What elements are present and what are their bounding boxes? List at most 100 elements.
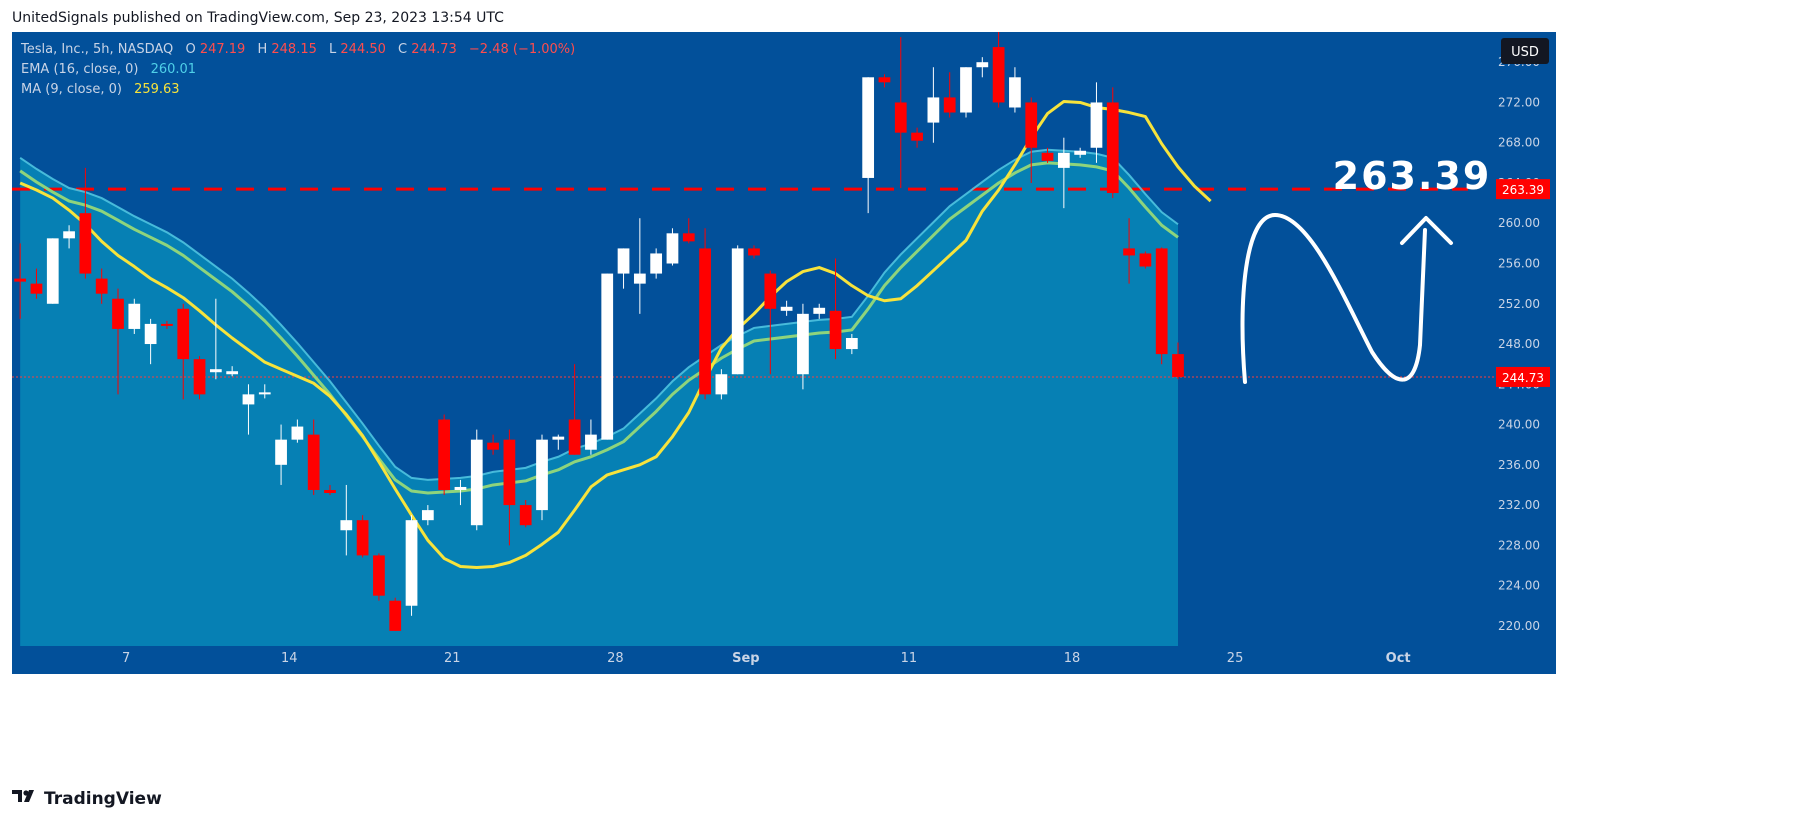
- candle[interactable]: [943, 72, 956, 118]
- candle[interactable]: [601, 273, 614, 440]
- candle[interactable]: [177, 303, 190, 400]
- candle[interactable]: [536, 434, 548, 521]
- candle[interactable]: [797, 303, 809, 390]
- candle[interactable]: [927, 67, 940, 143]
- currency-badge[interactable]: USD: [1501, 38, 1549, 64]
- candle-body: [748, 248, 760, 256]
- candle[interactable]: [1155, 247, 1168, 365]
- candle[interactable]: [340, 484, 353, 556]
- candle[interactable]: [813, 303, 826, 319]
- candle-body: [699, 248, 711, 395]
- candle[interactable]: [976, 57, 989, 78]
- candle[interactable]: [144, 318, 157, 365]
- legend-change-value: −2.48 (−1.00%): [469, 42, 575, 57]
- candle[interactable]: [1025, 97, 1038, 183]
- candle[interactable]: [503, 429, 516, 546]
- candle[interactable]: [764, 270, 777, 375]
- candle-body: [731, 248, 744, 375]
- candle[interactable]: [1074, 147, 1087, 158]
- candle-body: [63, 231, 75, 239]
- candle[interactable]: [911, 127, 923, 148]
- candle[interactable]: [568, 364, 581, 455]
- candle[interactable]: [1009, 67, 1021, 113]
- candle[interactable]: [960, 67, 972, 118]
- candle[interactable]: [161, 320, 173, 329]
- candle[interactable]: [878, 74, 891, 88]
- y-axis-tick-label: 224.00: [1498, 579, 1540, 593]
- candle[interactable]: [552, 434, 565, 450]
- candle[interactable]: [699, 228, 711, 400]
- candle[interactable]: [63, 225, 75, 249]
- candle[interactable]: [487, 434, 499, 455]
- candle-body: [454, 486, 467, 490]
- candle-body: [438, 419, 451, 490]
- y-axis-tick-label: 260.00: [1498, 216, 1540, 230]
- candle[interactable]: [324, 484, 336, 496]
- candle[interactable]: [46, 238, 59, 304]
- candle[interactable]: [438, 414, 451, 496]
- candle[interactable]: [650, 248, 663, 279]
- candle[interactable]: [128, 298, 141, 334]
- candle[interactable]: [470, 429, 483, 531]
- candle-body: [911, 132, 923, 141]
- candle[interactable]: [79, 167, 92, 279]
- svg-text:Tesla, Inc., 5h, NASDAQ: Tesla, Inc., 5h, NASDAQ O 247.19 H 248.1…: [20, 42, 575, 57]
- candle[interactable]: [894, 37, 907, 189]
- candle-body: [829, 310, 842, 350]
- last-price-label-text: 244.73: [1502, 371, 1544, 385]
- candle[interactable]: [209, 298, 222, 380]
- candle[interactable]: [14, 243, 27, 319]
- candle-body: [356, 520, 369, 556]
- candle-body: [1090, 102, 1103, 148]
- candle[interactable]: [1172, 342, 1184, 380]
- candle[interactable]: [519, 500, 532, 528]
- candle[interactable]: [585, 419, 597, 455]
- candle-body: [1074, 150, 1087, 155]
- candle[interactable]: [95, 268, 108, 304]
- candle[interactable]: [666, 228, 679, 266]
- candle[interactable]: [275, 424, 287, 485]
- candle-body: [373, 555, 385, 596]
- candle[interactable]: [862, 77, 875, 214]
- candle[interactable]: [992, 32, 1005, 108]
- candle[interactable]: [715, 369, 728, 400]
- candle[interactable]: [845, 333, 858, 355]
- candle[interactable]: [1041, 147, 1054, 163]
- candle[interactable]: [780, 300, 793, 316]
- candle[interactable]: [1106, 87, 1119, 199]
- candle[interactable]: [731, 245, 744, 375]
- candle[interactable]: [454, 479, 467, 506]
- candle[interactable]: [1057, 137, 1070, 209]
- candle[interactable]: [633, 218, 646, 314]
- tradingview-footer[interactable]: TradingView: [12, 788, 162, 809]
- candle-body: [813, 307, 826, 314]
- candle[interactable]: [242, 384, 255, 435]
- x-axis-tick-label: 14: [281, 651, 298, 666]
- candle[interactable]: [421, 505, 434, 526]
- candle-body: [79, 213, 92, 274]
- candle[interactable]: [30, 268, 43, 299]
- candle[interactable]: [748, 245, 760, 259]
- candle[interactable]: [1139, 251, 1152, 269]
- candle-body: [1025, 102, 1038, 148]
- candle[interactable]: [405, 515, 418, 616]
- candle[interactable]: [258, 384, 271, 399]
- candle[interactable]: [193, 356, 206, 400]
- candle[interactable]: [373, 553, 385, 601]
- candle-body: [650, 253, 663, 274]
- ema-line: [19, 161, 1179, 495]
- candle-body: [112, 298, 124, 329]
- candle[interactable]: [291, 419, 304, 443]
- candle[interactable]: [682, 218, 695, 244]
- candle[interactable]: [1090, 82, 1103, 163]
- candle[interactable]: [307, 419, 320, 496]
- candle[interactable]: [829, 258, 842, 360]
- candle[interactable]: [226, 366, 239, 377]
- candle-body: [943, 97, 956, 113]
- candle[interactable]: [389, 597, 402, 631]
- candle[interactable]: [112, 288, 124, 395]
- candle[interactable]: [356, 515, 369, 558]
- candle[interactable]: [617, 248, 630, 289]
- candle[interactable]: [1123, 218, 1135, 284]
